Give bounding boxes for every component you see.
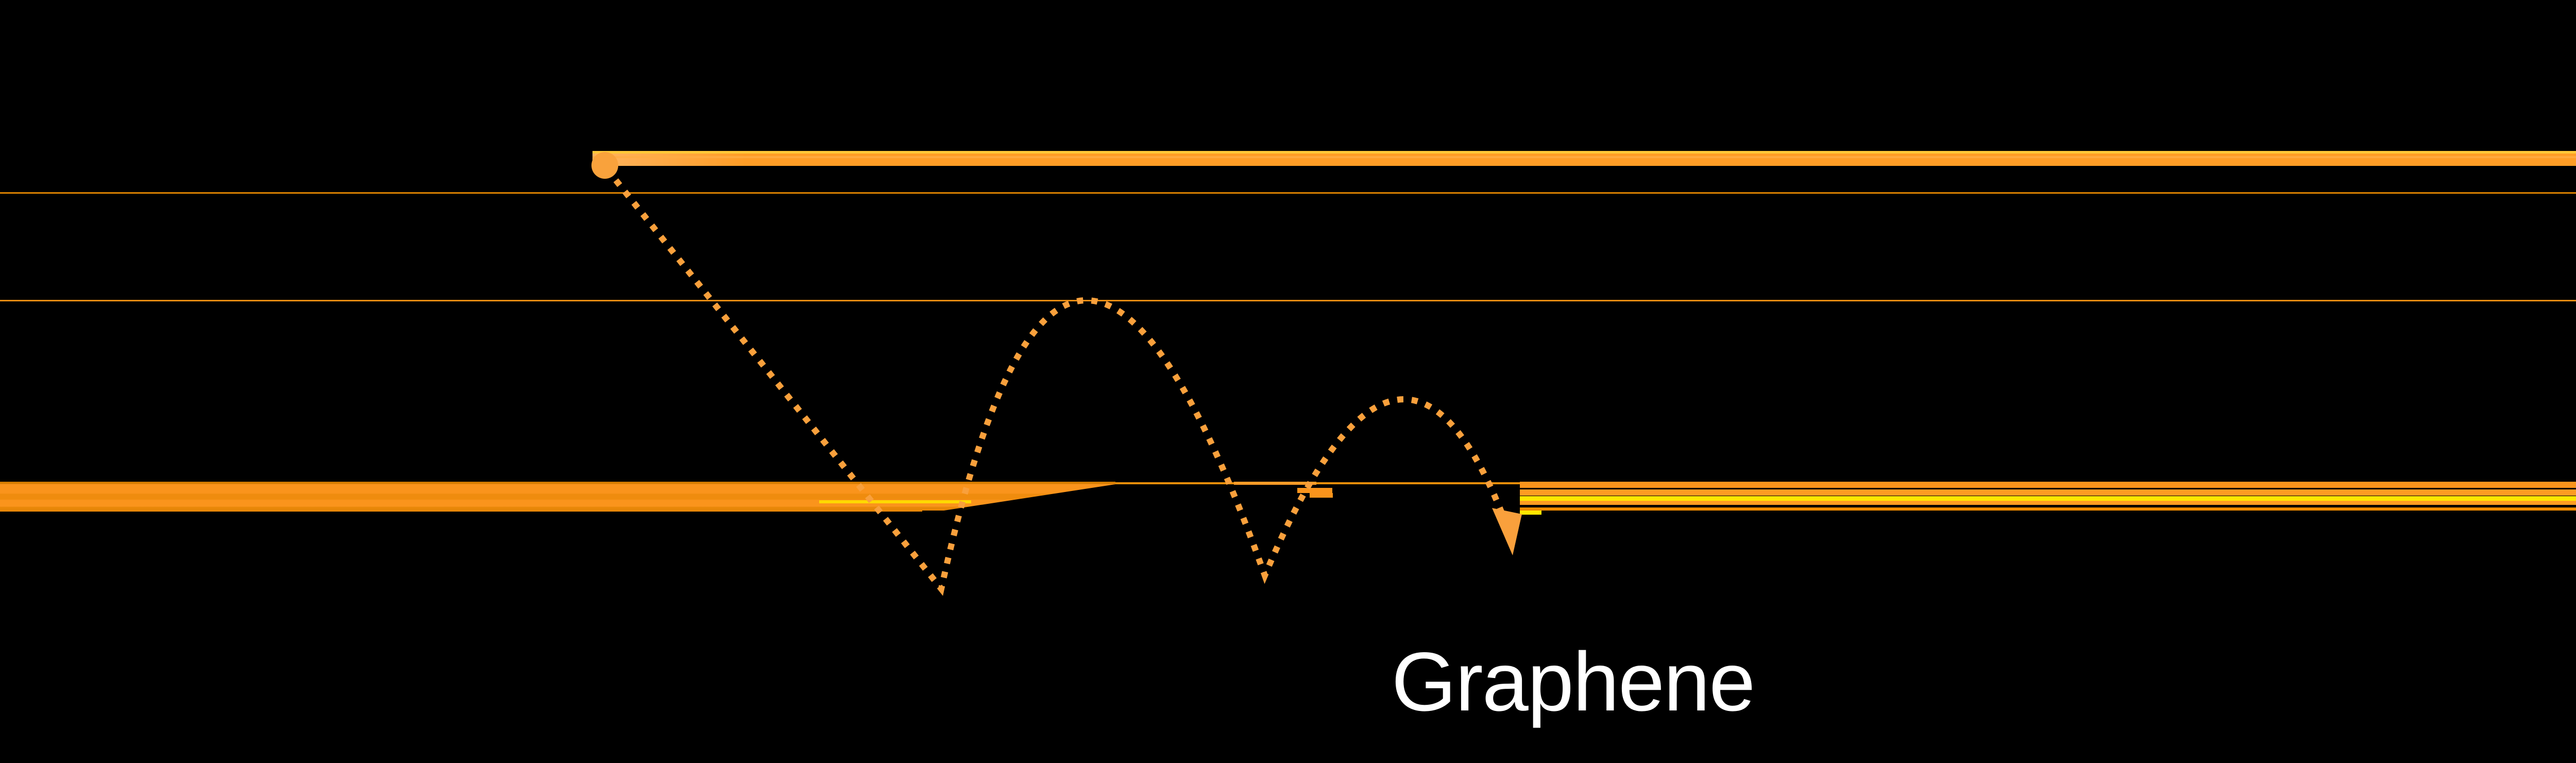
top-energy-line-sheen	[592, 156, 2576, 158]
graphene-sheet-left	[0, 482, 1115, 512]
graphene-sheet-filament	[1115, 482, 1520, 484]
graphene-sheet-right-layer-2	[1520, 489, 2576, 496]
graphene-sheet-filament-bright	[1234, 482, 1316, 485]
bounce-trajectory-path	[604, 167, 1514, 596]
reference-line-lower	[0, 300, 2576, 301]
reference-line-upper	[0, 192, 2576, 194]
graphene-sheet-fragment	[1297, 488, 1332, 493]
trajectory-arrowhead-icon	[1492, 508, 1522, 555]
graphene-sheet-right-layer-3	[1520, 501, 2576, 505]
graphene-sheet-right-layer-yellow	[1520, 496, 2576, 501]
graphene-sheet-right-layer-1	[1520, 482, 2576, 488]
graphene-sheet-right-layer-4	[1520, 507, 2576, 511]
graphene-label: Graphene	[1391, 635, 1756, 728]
graphene-sheet-impact-streak	[819, 500, 971, 503]
graphene-sheet-fragment-yellow	[1520, 511, 1541, 515]
ball-icon	[591, 152, 618, 179]
top-energy-line	[592, 154, 2576, 166]
graphene-sheet-fragment	[1310, 493, 1333, 498]
top-energy-line-highlight	[592, 151, 2576, 154]
